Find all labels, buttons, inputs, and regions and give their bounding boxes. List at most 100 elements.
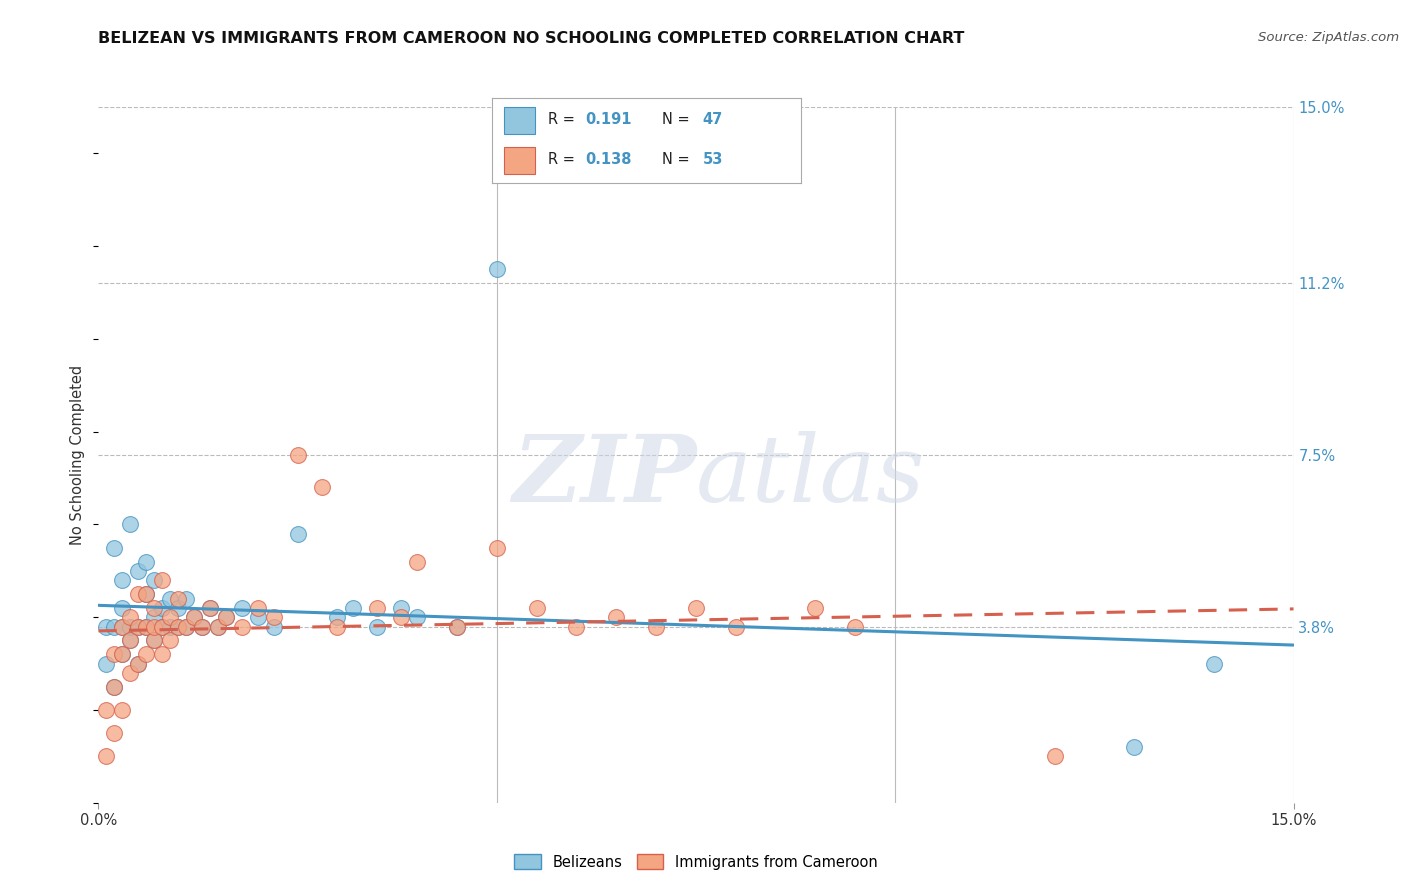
Point xyxy=(389,610,412,624)
Point xyxy=(150,648,173,662)
Point xyxy=(111,648,134,662)
Point xyxy=(605,610,627,624)
Point xyxy=(215,610,238,624)
Point xyxy=(120,633,142,648)
Text: 0.138: 0.138 xyxy=(585,153,631,168)
Point xyxy=(263,610,285,624)
Text: N =: N = xyxy=(662,112,695,127)
Point xyxy=(143,633,166,648)
Point xyxy=(191,619,214,633)
Point xyxy=(804,601,827,615)
Point xyxy=(143,633,166,648)
Point xyxy=(366,601,388,615)
Point xyxy=(167,591,190,606)
Point xyxy=(215,610,238,624)
Point xyxy=(96,657,118,671)
Point xyxy=(96,703,118,717)
Point xyxy=(389,601,412,615)
Point xyxy=(143,619,166,633)
Point xyxy=(143,601,166,615)
Point xyxy=(198,601,221,615)
Point xyxy=(246,610,269,624)
Point xyxy=(127,587,149,601)
Point xyxy=(135,555,157,569)
Point xyxy=(135,587,157,601)
Text: N =: N = xyxy=(662,153,695,168)
Point xyxy=(103,680,125,694)
Point xyxy=(287,448,309,462)
Point xyxy=(198,601,221,615)
Point xyxy=(1123,740,1146,755)
Text: BELIZEAN VS IMMIGRANTS FROM CAMEROON NO SCHOOLING COMPLETED CORRELATION CHART: BELIZEAN VS IMMIGRANTS FROM CAMEROON NO … xyxy=(98,31,965,46)
Point xyxy=(127,619,149,633)
Point xyxy=(565,619,588,633)
Point xyxy=(127,619,149,633)
Point xyxy=(174,619,197,633)
Point xyxy=(207,619,229,633)
Point xyxy=(406,555,429,569)
Y-axis label: No Schooling Completed: No Schooling Completed xyxy=(70,365,86,545)
Legend: Belizeans, Immigrants from Cameroon: Belizeans, Immigrants from Cameroon xyxy=(509,848,883,876)
Point xyxy=(150,601,173,615)
Point xyxy=(111,619,134,633)
Text: 47: 47 xyxy=(703,112,723,127)
Point xyxy=(191,619,214,633)
Point xyxy=(159,610,181,624)
Point xyxy=(645,619,668,633)
Point xyxy=(174,619,197,633)
Point xyxy=(120,517,142,532)
Point xyxy=(263,619,285,633)
Point xyxy=(143,573,166,587)
Text: 53: 53 xyxy=(703,153,723,168)
Bar xyxy=(505,147,536,175)
Point xyxy=(135,619,157,633)
Text: atlas: atlas xyxy=(696,431,925,521)
Point xyxy=(326,610,349,624)
Point xyxy=(127,657,149,671)
Text: R =: R = xyxy=(548,153,579,168)
Point xyxy=(103,619,125,633)
Point xyxy=(150,573,173,587)
Point xyxy=(96,619,118,633)
Point xyxy=(231,601,253,615)
Point xyxy=(103,648,125,662)
Point xyxy=(326,619,349,633)
Point xyxy=(127,657,149,671)
Point xyxy=(150,619,173,633)
Point xyxy=(1202,657,1225,671)
Point xyxy=(724,619,747,633)
Point xyxy=(159,633,181,648)
Point xyxy=(287,526,309,541)
Point xyxy=(159,619,181,633)
Point xyxy=(120,665,142,680)
Point xyxy=(159,591,181,606)
Point xyxy=(167,619,190,633)
Point xyxy=(150,619,173,633)
Point xyxy=(685,601,707,615)
Point xyxy=(246,601,269,615)
Point xyxy=(844,619,866,633)
Point xyxy=(111,648,134,662)
Point xyxy=(446,619,468,633)
Point xyxy=(96,749,118,764)
Point xyxy=(167,619,190,633)
Point xyxy=(111,703,134,717)
Point xyxy=(120,610,142,624)
Point xyxy=(111,573,134,587)
Point xyxy=(485,541,508,555)
Point xyxy=(231,619,253,633)
Point xyxy=(120,619,142,633)
Point xyxy=(406,610,429,624)
Point xyxy=(103,680,125,694)
Point xyxy=(135,648,157,662)
Point xyxy=(1043,749,1066,764)
Point xyxy=(120,633,142,648)
Text: 0.191: 0.191 xyxy=(585,112,631,127)
Point xyxy=(183,610,205,624)
Point xyxy=(446,619,468,633)
Point xyxy=(111,619,134,633)
Point xyxy=(526,601,548,615)
Point xyxy=(366,619,388,633)
Point xyxy=(207,619,229,633)
Text: ZIP: ZIP xyxy=(512,431,696,521)
